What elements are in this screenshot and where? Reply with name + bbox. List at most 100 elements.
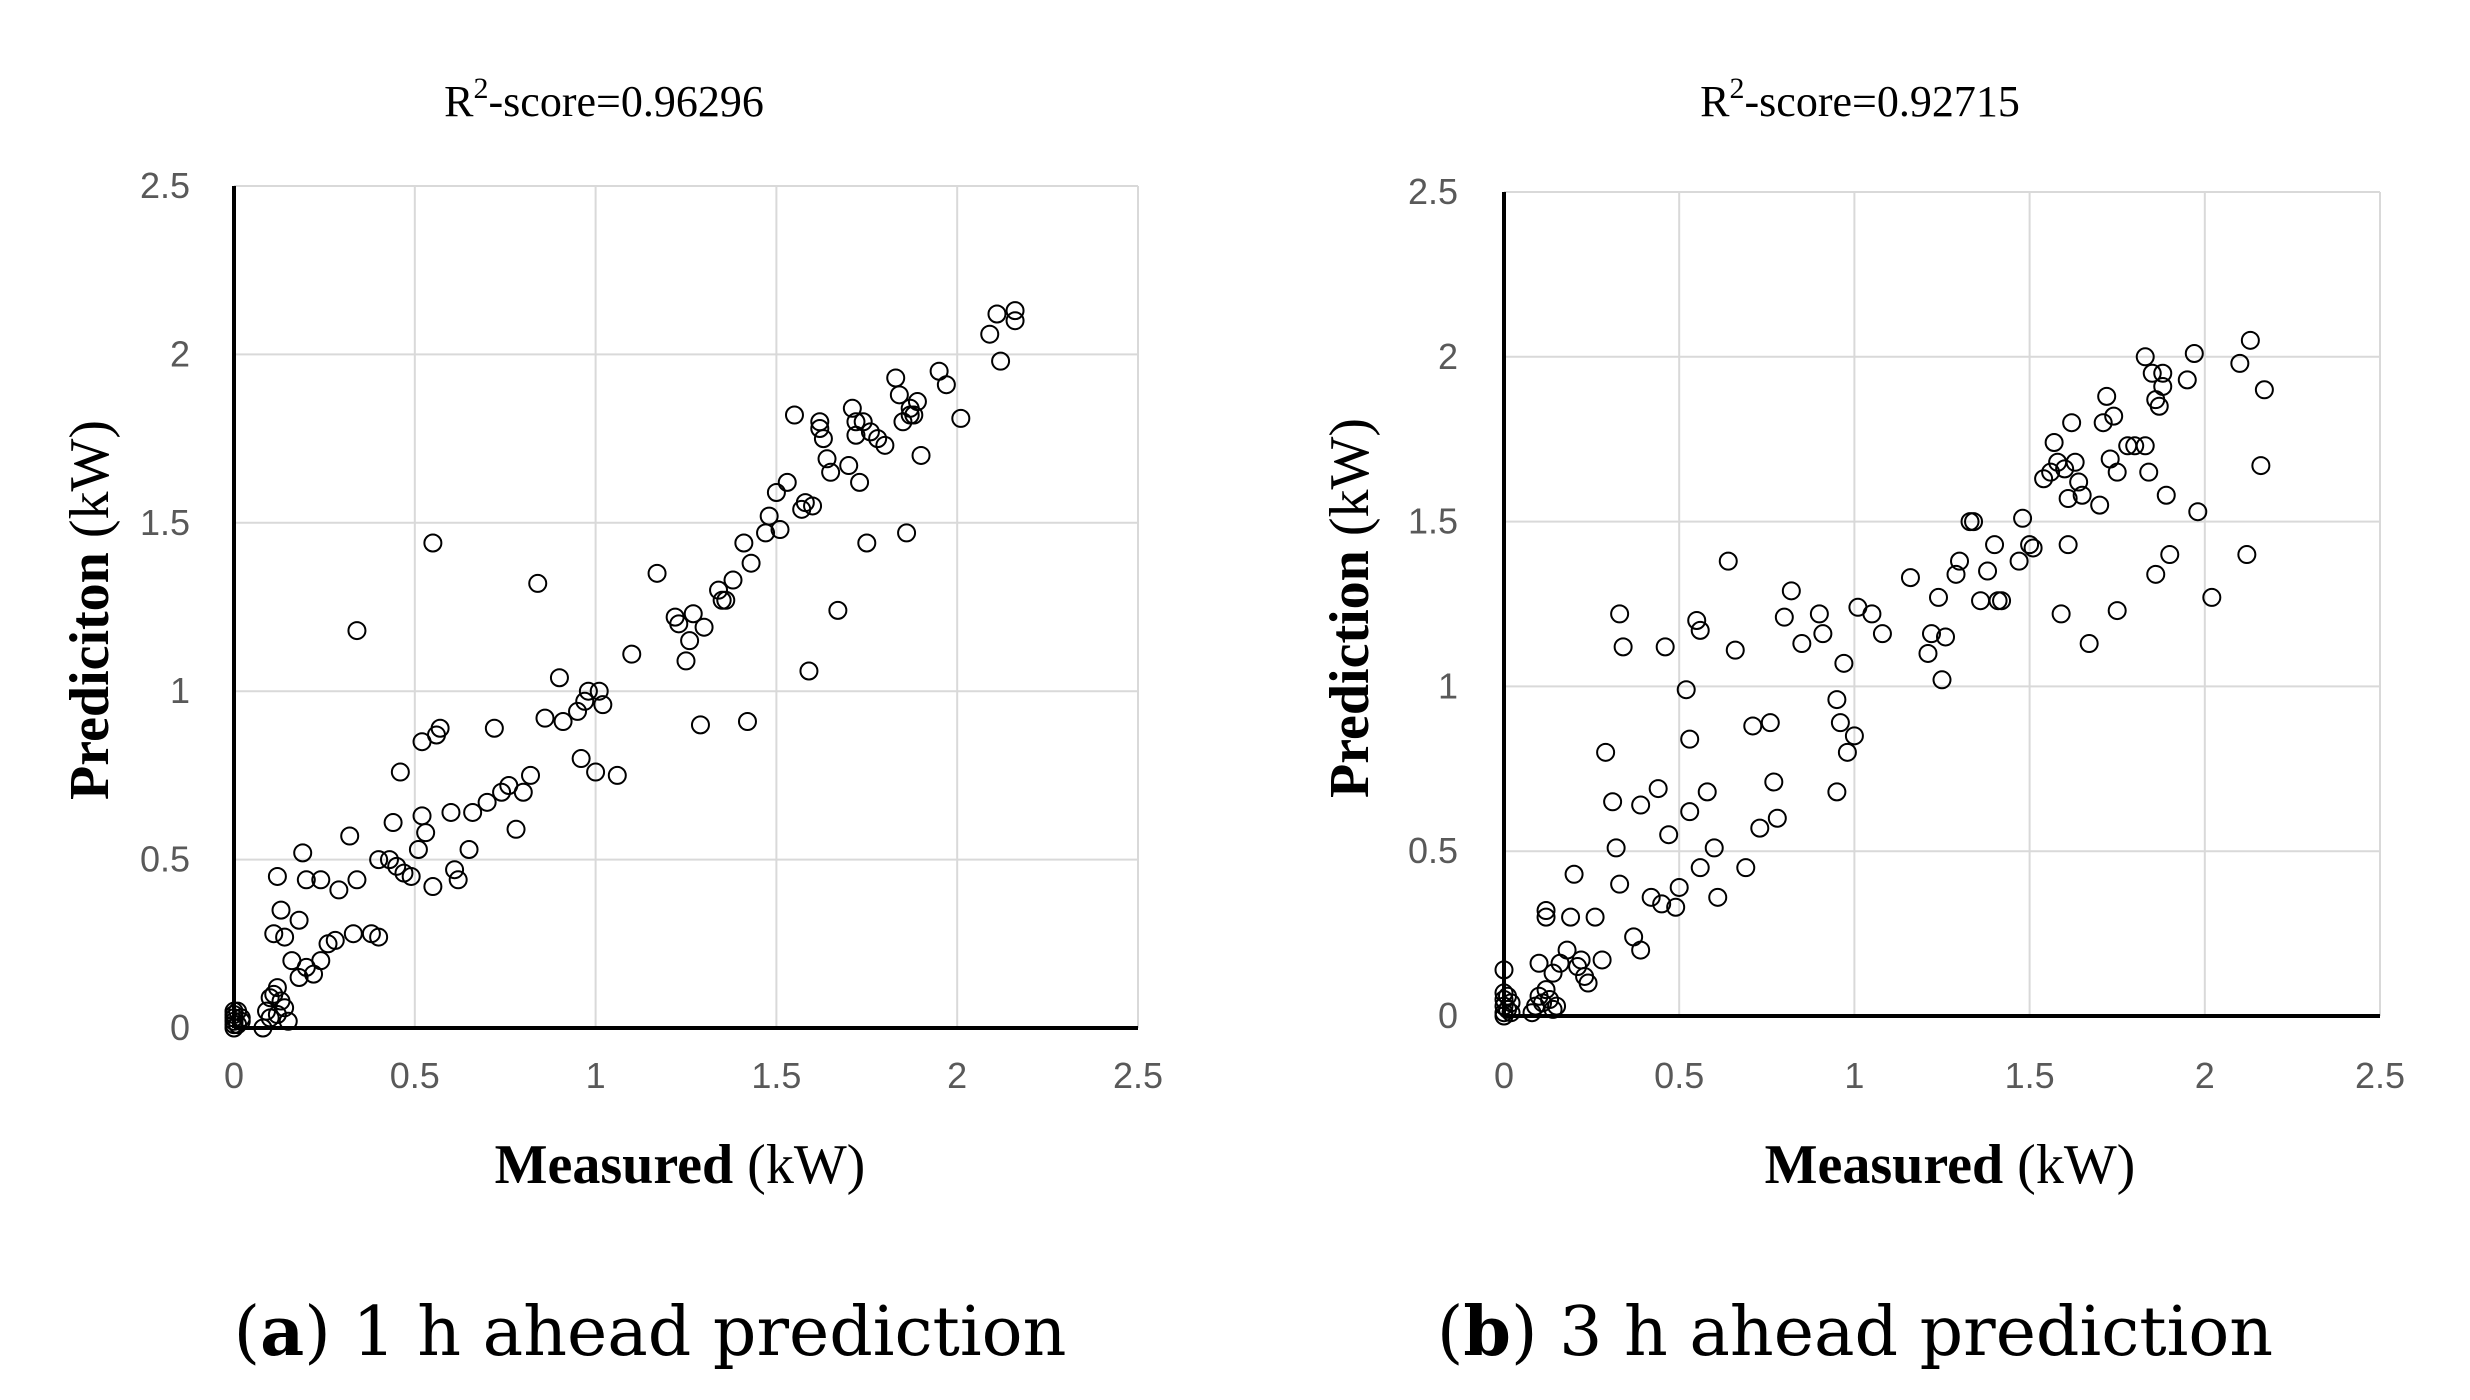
data-point	[383, 813, 403, 833]
x-tick-label: 0.5	[390, 1055, 440, 1096]
data-point	[2160, 545, 2180, 565]
data-point	[709, 580, 729, 600]
y-axis-label-b: Prediction (kW)	[1319, 418, 1381, 798]
data-point	[951, 408, 971, 428]
data-point	[1648, 779, 1668, 799]
data-point	[369, 850, 389, 870]
data-point	[1498, 986, 1518, 1006]
data-point	[1610, 874, 1630, 894]
data-point	[2237, 545, 2257, 565]
data-point	[1631, 940, 1651, 960]
data-point	[459, 839, 479, 859]
data-point	[2023, 538, 2043, 558]
data-point	[1669, 877, 1689, 897]
data-point	[575, 691, 595, 711]
data-point	[2013, 508, 2033, 528]
data-point	[1005, 311, 1025, 331]
data-point	[810, 418, 830, 438]
data-point	[1603, 792, 1623, 812]
data-point	[568, 701, 588, 721]
data-point	[1936, 627, 1956, 647]
data-point	[329, 880, 349, 900]
data-point	[416, 823, 436, 843]
data-point	[264, 924, 284, 944]
data-point	[1666, 897, 1686, 917]
data-point	[2062, 413, 2082, 433]
data-point	[484, 718, 504, 738]
data-point	[549, 668, 569, 688]
data-point	[347, 870, 367, 890]
data-point	[1571, 950, 1591, 970]
data-point	[553, 712, 573, 732]
data-point	[430, 718, 450, 738]
data-point	[2107, 462, 2127, 482]
data-point	[1750, 818, 1770, 838]
data-point	[1964, 512, 1984, 532]
data-point	[412, 732, 432, 752]
data-point	[1652, 894, 1672, 914]
data-point	[1536, 907, 1556, 927]
data-point	[821, 462, 841, 482]
data-point	[586, 762, 606, 782]
data-point	[842, 398, 862, 418]
data-point	[1687, 610, 1707, 630]
data-point	[799, 661, 819, 681]
y-tick-label: 2	[1438, 336, 1458, 377]
data-point	[2146, 390, 2166, 410]
data-point	[2135, 347, 2155, 367]
data-point	[1540, 990, 1560, 1010]
data-point	[813, 429, 833, 449]
data-point	[2153, 363, 2173, 383]
data-point	[408, 839, 428, 859]
data-point	[521, 765, 541, 785]
data-point	[1561, 907, 1581, 927]
data-point	[607, 765, 627, 785]
data-point	[1834, 653, 1854, 673]
y-tick-label: 1	[1438, 665, 1458, 706]
data-point	[680, 631, 700, 651]
data-point	[2146, 564, 2166, 584]
scatter-points-b	[1494, 330, 2274, 1026]
scatter-points-a	[224, 301, 1025, 1038]
y-tick-labels-a: 0 0.5 1 1.5 2 2.5	[140, 165, 190, 1048]
data-point	[716, 590, 736, 610]
data-point	[260, 988, 280, 1008]
data-point	[1946, 564, 1966, 584]
data-point	[492, 782, 512, 802]
data-point	[2041, 462, 2061, 482]
data-point	[777, 472, 797, 492]
data-point	[1774, 607, 1794, 627]
data-point	[2058, 535, 2078, 555]
data-point	[647, 563, 667, 583]
chart-title-b: R2-score=0.92715	[1700, 72, 2020, 126]
data-point	[1862, 604, 1882, 624]
data-point	[1606, 838, 1626, 858]
data-point	[589, 681, 609, 701]
data-point	[1697, 782, 1717, 802]
data-point	[1676, 680, 1696, 700]
data-point	[1718, 551, 1738, 571]
data-point	[271, 900, 291, 920]
data-point	[712, 590, 732, 610]
data-point	[296, 870, 316, 890]
data-point	[289, 910, 309, 930]
data-point	[1767, 808, 1787, 828]
data-point	[2044, 432, 2064, 452]
data-point	[506, 819, 526, 839]
data-point	[868, 429, 888, 449]
data-point	[423, 533, 443, 553]
data-point	[2240, 330, 2260, 350]
data-point	[325, 930, 345, 950]
data-point	[2065, 452, 2085, 472]
data-point	[1659, 825, 1679, 845]
data-point	[2139, 462, 2159, 482]
data-point	[379, 850, 399, 870]
data-point	[1704, 838, 1724, 858]
data-point	[369, 927, 389, 947]
data-point	[423, 877, 443, 897]
y-tick-label: 1.5	[1408, 501, 1458, 542]
data-point	[1985, 535, 2005, 555]
data-point	[528, 573, 548, 593]
data-point	[1918, 643, 1938, 663]
